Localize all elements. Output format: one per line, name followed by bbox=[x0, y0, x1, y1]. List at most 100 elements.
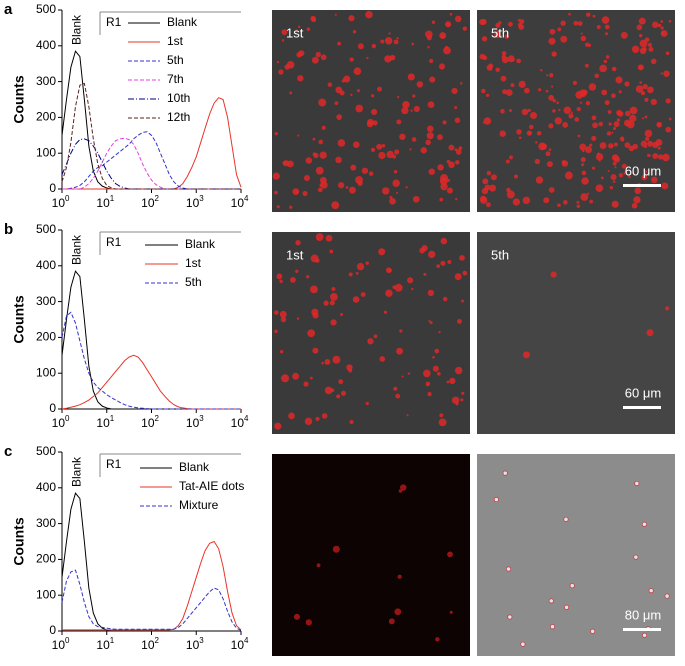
cell bbox=[626, 120, 635, 129]
cell bbox=[495, 22, 501, 28]
scalebar bbox=[623, 628, 661, 631]
cell bbox=[548, 94, 555, 101]
cell bbox=[274, 329, 278, 334]
cell bbox=[437, 134, 443, 141]
histogram-line bbox=[61, 311, 241, 410]
cell bbox=[540, 69, 543, 72]
cell bbox=[286, 61, 295, 69]
y-tick-label: 100 bbox=[36, 587, 56, 601]
x-tick-exponent: 1 bbox=[110, 636, 115, 645]
panel-letter: b bbox=[4, 221, 13, 238]
cell bbox=[521, 108, 529, 116]
cell bbox=[508, 108, 513, 113]
cell bbox=[611, 93, 616, 99]
cell bbox=[628, 145, 635, 152]
cell bbox=[366, 56, 369, 60]
cell bbox=[320, 181, 328, 189]
cell bbox=[454, 366, 463, 375]
cell bbox=[293, 613, 300, 620]
cell bbox=[420, 147, 427, 154]
cell bbox=[303, 381, 309, 387]
cell bbox=[554, 117, 562, 125]
cell bbox=[289, 91, 293, 95]
cell bbox=[297, 134, 300, 137]
cell bbox=[620, 31, 628, 39]
cell bbox=[312, 347, 319, 354]
cell bbox=[405, 186, 408, 189]
cell bbox=[522, 351, 530, 359]
cell bbox=[315, 51, 322, 58]
cell bbox=[448, 144, 455, 151]
cell bbox=[579, 101, 583, 104]
cell bbox=[454, 105, 458, 110]
cell bbox=[361, 167, 369, 174]
legend-label: Tat-AIE dots bbox=[179, 479, 244, 493]
cell bbox=[274, 310, 279, 315]
cell bbox=[289, 205, 293, 209]
cell bbox=[397, 574, 402, 579]
cell bbox=[395, 191, 399, 194]
x-tick-label: 10 bbox=[231, 416, 245, 430]
cell bbox=[560, 35, 568, 43]
cell bbox=[546, 74, 549, 77]
cell bbox=[499, 130, 507, 137]
panel-letter: c bbox=[4, 443, 12, 460]
cell bbox=[545, 89, 549, 93]
cell bbox=[598, 159, 601, 162]
cell bbox=[329, 249, 334, 254]
cell bbox=[324, 359, 331, 365]
gate-label: R1 bbox=[106, 235, 122, 249]
x-tick-exponent: 0 bbox=[65, 414, 70, 423]
cell bbox=[549, 28, 556, 35]
cell bbox=[543, 197, 550, 204]
cell bbox=[416, 81, 424, 88]
cell bbox=[336, 114, 343, 120]
scalebar bbox=[623, 184, 661, 187]
cell bbox=[318, 98, 327, 107]
cell bbox=[662, 153, 670, 162]
x-tick-exponent: 4 bbox=[244, 636, 249, 645]
cell bbox=[320, 54, 327, 61]
cell bbox=[660, 26, 664, 30]
cell bbox=[409, 148, 412, 151]
cell bbox=[427, 391, 432, 397]
cell bbox=[346, 364, 353, 371]
cell bbox=[349, 419, 354, 425]
cell bbox=[427, 101, 435, 108]
cell bbox=[538, 88, 542, 92]
cell bbox=[334, 101, 339, 105]
histogram-line bbox=[62, 137, 241, 190]
y-tick-label: 400 bbox=[36, 258, 56, 272]
cell bbox=[276, 60, 280, 64]
histogram-line bbox=[61, 354, 241, 410]
cell bbox=[512, 198, 520, 206]
cell bbox=[600, 176, 604, 180]
cell bbox=[462, 270, 468, 276]
cell bbox=[423, 272, 427, 276]
cell bbox=[440, 260, 446, 266]
cell bbox=[483, 117, 492, 125]
cell bbox=[279, 310, 287, 318]
scalebar-label: 60 μm bbox=[625, 163, 661, 178]
cell bbox=[518, 136, 522, 139]
cell bbox=[605, 32, 609, 36]
cell bbox=[580, 35, 587, 42]
cell bbox=[611, 66, 617, 72]
cell bbox=[634, 480, 640, 487]
cell bbox=[426, 132, 434, 140]
cell bbox=[648, 46, 654, 52]
cell bbox=[399, 329, 403, 333]
cell bbox=[332, 545, 340, 553]
cell bbox=[371, 43, 377, 49]
cell bbox=[355, 104, 364, 113]
cell bbox=[406, 414, 409, 417]
cell bbox=[449, 377, 456, 385]
cell bbox=[281, 29, 288, 36]
cell bbox=[517, 22, 523, 27]
y-tick-label: 0 bbox=[49, 181, 56, 195]
cell bbox=[664, 593, 670, 599]
cell bbox=[639, 81, 643, 84]
cell bbox=[338, 379, 344, 385]
cell bbox=[644, 97, 649, 102]
cell bbox=[429, 58, 434, 64]
